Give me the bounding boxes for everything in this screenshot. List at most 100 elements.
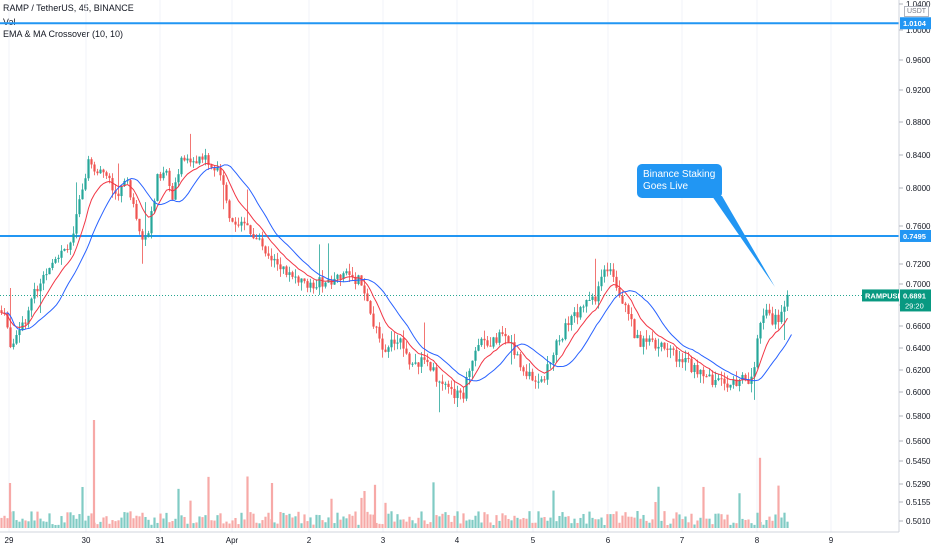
time-tick-label: 30 xyxy=(82,536,91,545)
ema-line xyxy=(1,162,788,388)
price-tick-label: 0.5290 xyxy=(906,480,931,489)
volume-bar xyxy=(777,485,780,528)
volume-bar xyxy=(114,521,117,528)
time-tick-label: 31 xyxy=(156,536,165,545)
volume-bar xyxy=(267,512,270,528)
candle-body xyxy=(39,283,42,292)
volume-bar xyxy=(417,517,420,528)
price-tick-label: 0.8400 xyxy=(906,151,931,160)
candle-body xyxy=(219,167,222,176)
volume-bar xyxy=(108,523,111,528)
volume-bar xyxy=(309,517,312,528)
candle-body xyxy=(309,282,312,288)
volume-bar xyxy=(261,520,264,528)
volume-bar xyxy=(432,482,435,528)
candle-body xyxy=(744,374,747,381)
volume-bar xyxy=(468,519,471,528)
candle-body xyxy=(525,371,528,377)
candle-body xyxy=(303,278,306,282)
candle-body xyxy=(72,233,75,243)
candle-body xyxy=(273,258,276,261)
candle-body xyxy=(225,184,228,201)
time-scale: 29 30 31 Apr 2 3 4 5 6 7 8 9 xyxy=(5,536,834,545)
volume-bar xyxy=(351,515,354,528)
volume-spike xyxy=(8,483,12,528)
candle-body xyxy=(123,180,126,187)
candle-body xyxy=(429,362,432,371)
volume-bar xyxy=(606,514,609,528)
price-tick-label: 0.7600 xyxy=(906,222,931,231)
candle-body xyxy=(135,203,138,219)
candle-body xyxy=(54,258,57,263)
price-tick-label: 0.8800 xyxy=(906,118,931,127)
annotation-callout[interactable]: Binance Staking Goes Live xyxy=(637,164,722,198)
candle-body xyxy=(369,301,372,314)
candle-body xyxy=(642,338,645,347)
volume-bar xyxy=(585,523,588,528)
candle-body xyxy=(777,314,780,323)
volume-bar xyxy=(318,515,321,528)
candle-body xyxy=(711,374,714,385)
candle-body xyxy=(687,358,690,360)
candle-body xyxy=(705,376,708,378)
candle-body xyxy=(741,374,744,380)
candle-body xyxy=(393,339,396,344)
volume-bar xyxy=(735,523,738,528)
volume-bar xyxy=(36,511,39,528)
candle-body xyxy=(81,189,84,200)
volume-bar xyxy=(147,519,150,528)
price-tick-label: 0.6600 xyxy=(906,322,931,331)
volume-bar xyxy=(486,514,489,528)
candle-body xyxy=(270,255,273,261)
volume-bar xyxy=(492,524,495,528)
volume-bar xyxy=(171,521,174,528)
indicator-label: EMA & MA Crossover (10, 10) xyxy=(3,29,124,39)
volume-bar xyxy=(660,520,663,528)
candle-body xyxy=(174,182,177,200)
candle-body xyxy=(93,164,96,172)
candle-body xyxy=(105,172,108,176)
volume-bar xyxy=(228,523,231,528)
volume-bar xyxy=(237,524,240,528)
volume-bar xyxy=(255,522,258,528)
volume-bar xyxy=(96,524,99,528)
volume-bar xyxy=(150,524,153,528)
volume-bar xyxy=(159,513,162,528)
volume-bar xyxy=(324,522,327,528)
volume-bar xyxy=(81,486,84,528)
volume-bar xyxy=(519,519,522,528)
candle-body xyxy=(342,273,345,279)
time-tick-label: 5 xyxy=(531,536,536,545)
volume-bar xyxy=(630,516,633,528)
volume-bar xyxy=(441,513,444,528)
volume-bar xyxy=(45,521,48,528)
volume-bar xyxy=(63,522,66,528)
volume-bar xyxy=(423,520,426,528)
volume-bar xyxy=(282,512,285,528)
countdown-label: 29:20 xyxy=(905,301,924,310)
volume-bar xyxy=(744,519,747,528)
price-tick-label: 0.6400 xyxy=(906,344,931,353)
candle-body xyxy=(717,378,720,380)
volume-bar xyxy=(291,517,294,528)
candle-body xyxy=(600,276,603,287)
level-price-tag xyxy=(900,229,931,242)
volume-bar xyxy=(573,518,576,528)
candle-body xyxy=(684,358,687,363)
candle-body xyxy=(504,333,507,337)
volume-bar xyxy=(363,491,366,528)
candle-body xyxy=(231,218,234,222)
candle-body xyxy=(9,327,12,348)
volume-bar xyxy=(414,523,417,528)
candle-body xyxy=(636,334,639,339)
symbol-tag xyxy=(862,289,899,302)
candle-body xyxy=(399,338,402,343)
volume-bar xyxy=(678,514,681,528)
volume-bar xyxy=(513,515,516,528)
candle-body xyxy=(240,221,243,226)
candle-body xyxy=(567,323,570,326)
candle-body xyxy=(768,309,771,314)
volume-bar xyxy=(633,517,636,528)
volume-bar xyxy=(174,518,177,528)
